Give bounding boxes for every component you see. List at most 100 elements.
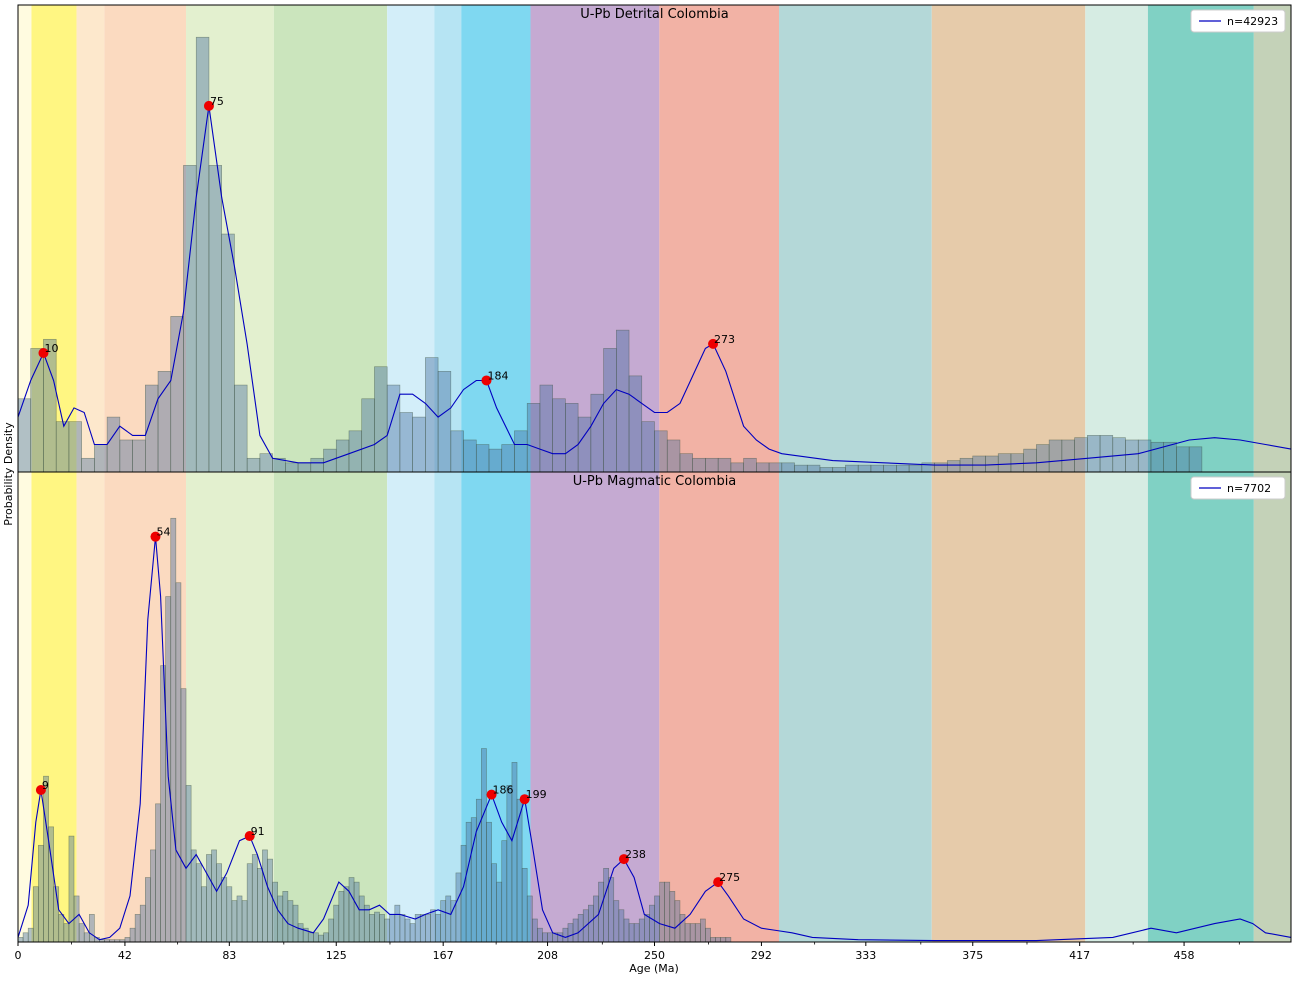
histogram-bar bbox=[623, 918, 630, 943]
histogram-bar bbox=[246, 457, 261, 473]
histogram-bar bbox=[43, 775, 49, 943]
time-band bbox=[931, 5, 1086, 472]
peak-label: 275 bbox=[719, 871, 740, 884]
histogram-bar bbox=[208, 165, 222, 473]
histogram-bar bbox=[806, 464, 821, 473]
histogram-bar bbox=[206, 854, 212, 943]
histogram-bar bbox=[613, 900, 620, 943]
histogram-bar bbox=[455, 872, 462, 943]
time-band bbox=[1253, 472, 1291, 942]
peak-label: 199 bbox=[526, 788, 547, 801]
time-band bbox=[1147, 472, 1254, 942]
time-band bbox=[434, 5, 462, 472]
legend-box bbox=[1190, 476, 1286, 500]
histogram-bar bbox=[399, 412, 413, 473]
histogram-bar bbox=[231, 900, 238, 943]
x-tick-label: 208 bbox=[537, 949, 558, 962]
histogram-bar bbox=[1087, 435, 1101, 473]
histogram-bar bbox=[389, 914, 396, 943]
histogram-bar bbox=[27, 927, 34, 943]
histogram-bar bbox=[679, 914, 686, 943]
histogram-bar bbox=[934, 462, 948, 473]
histogram-bar bbox=[17, 398, 32, 473]
peak-marker bbox=[203, 100, 214, 111]
histogram-bar bbox=[124, 937, 131, 943]
panel-title: U-Pb Magmatic Colombia bbox=[573, 474, 737, 489]
histogram-bar bbox=[883, 464, 897, 473]
histogram-bar bbox=[313, 932, 319, 943]
time-band bbox=[659, 472, 779, 942]
time-band bbox=[186, 5, 274, 472]
time-band bbox=[18, 472, 32, 942]
histogram-bar bbox=[756, 462, 770, 473]
histogram-bar bbox=[445, 895, 452, 943]
histogram-bar bbox=[705, 457, 719, 473]
histogram-bar bbox=[641, 421, 655, 473]
histogram-bar bbox=[743, 457, 757, 473]
histogram-bar bbox=[1176, 446, 1190, 473]
peak-marker bbox=[519, 794, 530, 805]
histogram-bar bbox=[440, 900, 447, 943]
histogram-bar bbox=[644, 914, 650, 943]
histogram-bar bbox=[272, 881, 278, 943]
histogram-bar bbox=[616, 329, 630, 473]
histogram-bar bbox=[68, 421, 82, 473]
histogram-bar bbox=[1099, 435, 1114, 473]
histogram-bar bbox=[972, 455, 986, 473]
time-band bbox=[387, 472, 435, 942]
time-band bbox=[31, 5, 77, 472]
histogram-bar bbox=[654, 430, 668, 473]
x-axis: 0 42 83 125 167 208 250 292 333 375 417 458 bbox=[15, 942, 1240, 962]
histogram-bar bbox=[725, 937, 732, 943]
histogram-bar bbox=[565, 403, 579, 473]
magmatic-panel: 9 54 91 186 199 238 275 U-Pb Magmatic Colombia n… bbox=[17, 471, 1292, 943]
detrital-panel: 10 75 184 273 U-Pb Detrital Colombia n=42923 bbox=[17, 4, 1292, 473]
histogram-bar bbox=[139, 904, 146, 943]
histogram-bar bbox=[307, 932, 314, 943]
histogram-bar bbox=[412, 416, 426, 473]
histogram-bar bbox=[608, 877, 615, 943]
histogram-bar bbox=[310, 457, 324, 473]
histogram-bar bbox=[1023, 448, 1037, 473]
histogram-bar bbox=[348, 877, 355, 943]
histogram-bar bbox=[870, 464, 884, 473]
histogram-bar bbox=[832, 467, 846, 473]
peak-marker bbox=[708, 338, 719, 349]
histogram-bar bbox=[246, 863, 253, 943]
time-band bbox=[1253, 5, 1291, 472]
peak-marker bbox=[618, 854, 629, 865]
histogram-bar bbox=[241, 900, 248, 943]
histogram-bar bbox=[730, 462, 744, 473]
histogram-bar bbox=[562, 927, 569, 943]
histogram-bar bbox=[292, 904, 299, 943]
time-band bbox=[104, 472, 187, 942]
time-band bbox=[1085, 472, 1148, 942]
histogram-bar bbox=[710, 937, 716, 943]
histogram-bar bbox=[603, 348, 617, 473]
histogram-bar bbox=[399, 914, 406, 943]
histogram-bar bbox=[185, 785, 192, 943]
histogram-bar bbox=[129, 927, 136, 943]
x-tick-label: 167 bbox=[433, 949, 454, 962]
histogram-bar bbox=[1036, 444, 1050, 473]
histogram-bar bbox=[1048, 439, 1063, 473]
histogram-bar bbox=[692, 457, 706, 473]
histogram-bar bbox=[180, 688, 187, 943]
y-axis-label: Probability Density bbox=[2, 422, 15, 526]
histogram-bar bbox=[1125, 439, 1139, 473]
histogram-bar bbox=[475, 444, 490, 473]
peak-label: 75 bbox=[210, 95, 224, 108]
peak-marker bbox=[713, 877, 724, 888]
histogram-bar bbox=[679, 453, 693, 473]
histogram-bar bbox=[78, 923, 85, 943]
x-tick-label: 42 bbox=[118, 949, 132, 962]
histogram-bar bbox=[297, 462, 312, 473]
panel-title: U-Pb Detrital Colombia bbox=[580, 7, 728, 22]
histogram-bar bbox=[526, 895, 533, 943]
histogram-bar bbox=[226, 886, 233, 943]
histogram-bar bbox=[106, 416, 121, 473]
histogram-bar bbox=[567, 923, 574, 943]
histogram-bar bbox=[506, 785, 513, 943]
peak-label: 273 bbox=[714, 333, 735, 346]
peak-label: 184 bbox=[487, 369, 508, 382]
